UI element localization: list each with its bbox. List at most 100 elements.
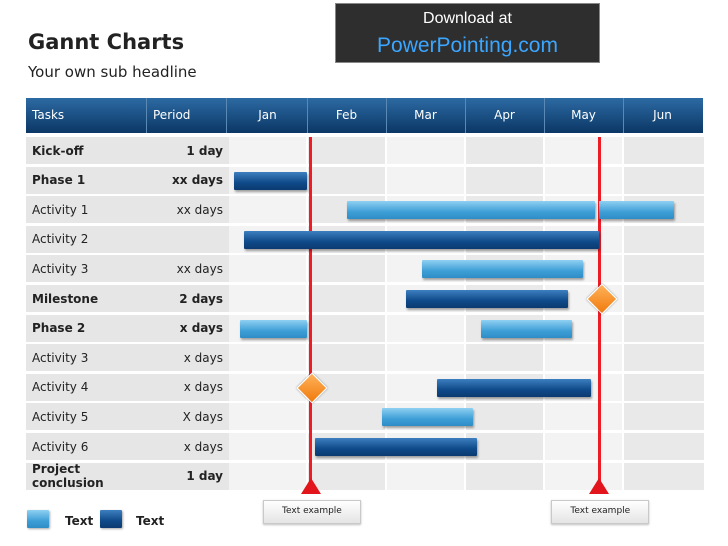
month-cell [229,137,306,164]
task-name: Kick-off [26,137,150,164]
task-period: 1 day [148,137,229,164]
table-row: Project conclusion 1 day [26,462,704,490]
task-period: 1 day [148,462,229,490]
month-cell [624,344,704,372]
month-cell [545,166,622,194]
gantt-bar [234,171,307,190]
month-cell [545,344,622,372]
header-separator [386,98,387,133]
month-cell [545,403,622,431]
month-cell [229,255,306,283]
month-cell [624,373,704,401]
month-cell [545,137,622,164]
month-cell [466,433,543,460]
banner-link[interactable]: PowerPointing.com [377,34,558,57]
milestone-line [309,137,313,488]
header-separator [226,98,227,133]
task-period [148,225,229,253]
gantt-bar [346,201,596,220]
task-name: Activity 3 [26,255,150,283]
month-cell [308,166,385,194]
download-banner[interactable]: Download at PowerPointing.com [335,3,600,63]
gantt-bar [480,319,572,338]
task-name: Activity 2 [26,225,150,253]
header-separator [307,98,308,133]
header-separator [544,98,545,133]
task-period: 2 days [148,285,229,312]
header-feb: Feb [335,108,358,122]
gantt-bar [437,378,592,397]
gantt-bar [599,201,675,220]
header-jun: Jun [653,108,672,122]
marker-triangle-icon [300,478,321,494]
task-period: xx days [148,255,229,283]
task-name: Project conclusion [26,462,150,490]
month-cell [466,137,543,164]
month-cell [229,462,306,490]
task-name: Phase 1 [26,166,150,194]
header-jan: Jan [258,108,277,122]
task-name: Activity 5 [26,403,150,431]
marker-label: Text example [262,500,361,524]
gantt-bar [314,438,477,456]
legend-label: Text [65,514,94,528]
task-name: Activity 1 [26,196,150,224]
gantt-bar [405,290,568,308]
gantt-bar [243,230,600,249]
month-cell [229,403,306,431]
legend-swatch [100,510,122,528]
marker-triangle-icon [589,478,610,494]
month-cell [229,196,306,224]
page-subtitle: Your own sub headline [28,63,197,81]
table-row: Milestone 2 days [26,285,704,312]
task-period: x days [148,373,229,401]
task-period: xx days [148,196,229,224]
month-cell [624,255,704,283]
month-cell [387,137,464,164]
task-name: Activity 4 [26,373,150,401]
gantt-bar [421,260,584,279]
task-name: Activity 3 [26,344,150,372]
task-period: x days [148,344,229,372]
header-separator [623,98,624,133]
month-cell [308,137,385,164]
task-name: Phase 2 [26,314,150,342]
legend-label: Text [136,514,165,528]
header-tasks: Tasks [32,108,65,122]
month-cell [624,137,704,164]
month-cell [308,403,385,431]
month-cell [387,314,464,342]
month-cell [624,166,704,194]
month-cell [466,403,543,431]
month-cell [624,225,704,253]
month-cell [466,166,543,194]
month-cell [624,403,704,431]
task-name: Milestone [26,285,150,312]
table-row: Kick-off 1 day [26,137,704,164]
header-separator [465,98,466,133]
header-separator [146,98,147,133]
month-cell [229,373,306,401]
month-cell [466,344,543,372]
month-cell [624,314,704,342]
month-cell [545,433,622,460]
task-period: x days [148,433,229,460]
header-mar: Mar [414,108,437,122]
gantt-bar [239,319,307,338]
task-period: xx days [148,166,229,194]
gantt-header-row: Tasks Period Jan Feb Mar Apr May Jun [26,98,703,133]
month-cell [387,166,464,194]
month-cell [624,462,704,490]
marker-label: Text example [551,500,650,524]
header-may: May [571,108,596,122]
month-cell [387,462,464,490]
table-row: Phase 1 xx days [26,166,704,194]
legend-swatch [27,510,49,528]
table-row: Activity 3 xx days [26,255,704,283]
month-cell [624,433,704,460]
month-cell [229,433,306,460]
header-period: Period [153,108,191,122]
